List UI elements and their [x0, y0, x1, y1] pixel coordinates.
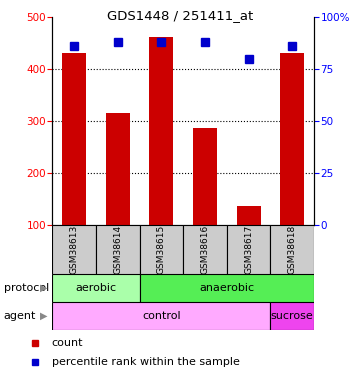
Bar: [62, 53, 86, 225]
Bar: [52, 274, 140, 302]
Text: agent: agent: [4, 311, 36, 321]
Bar: [52, 225, 96, 274]
Text: GDS1448 / 251411_at: GDS1448 / 251411_at: [107, 9, 254, 22]
Bar: [227, 225, 270, 274]
Text: GSM38616: GSM38616: [200, 225, 209, 274]
Text: count: count: [52, 338, 83, 348]
Bar: [270, 225, 314, 274]
Bar: [140, 225, 183, 274]
Text: ▶: ▶: [40, 311, 47, 321]
Text: protocol: protocol: [4, 283, 49, 293]
Text: ▶: ▶: [40, 283, 47, 293]
Text: sucrose: sucrose: [271, 311, 314, 321]
Bar: [149, 37, 173, 225]
Bar: [140, 274, 314, 302]
Bar: [280, 53, 304, 225]
Bar: [193, 128, 217, 225]
Bar: [106, 113, 130, 225]
Text: GSM38614: GSM38614: [113, 225, 122, 274]
Bar: [52, 302, 270, 330]
Text: GSM38613: GSM38613: [70, 225, 79, 274]
Text: aerobic: aerobic: [75, 283, 117, 293]
Bar: [270, 302, 314, 330]
Text: anaerobic: anaerobic: [199, 283, 255, 293]
Bar: [96, 225, 140, 274]
Text: percentile rank within the sample: percentile rank within the sample: [52, 357, 239, 368]
Text: GSM38618: GSM38618: [288, 225, 297, 274]
Text: GSM38617: GSM38617: [244, 225, 253, 274]
Text: GSM38615: GSM38615: [157, 225, 166, 274]
Text: control: control: [142, 311, 181, 321]
Bar: [237, 206, 261, 225]
Bar: [183, 225, 227, 274]
